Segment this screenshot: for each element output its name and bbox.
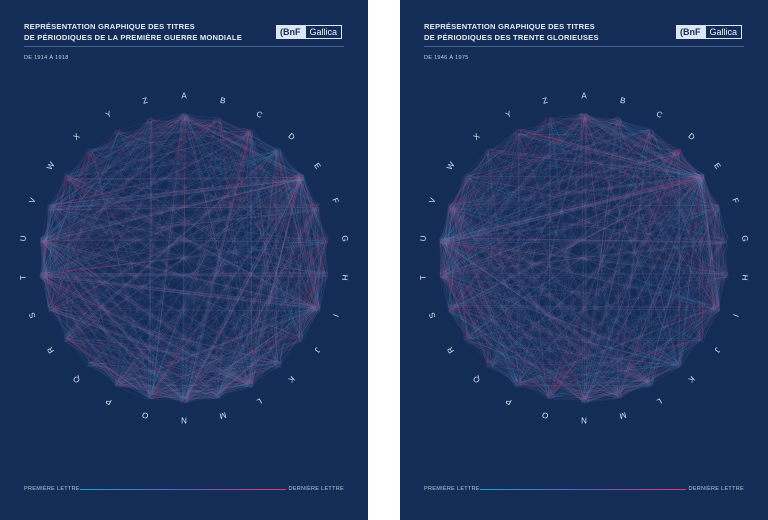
letter-label: W bbox=[445, 160, 457, 172]
letter-label: N bbox=[181, 416, 187, 425]
letter-label: S bbox=[427, 311, 437, 319]
letter-label: F bbox=[330, 197, 340, 205]
letter-label: E bbox=[712, 161, 722, 171]
transition-lines bbox=[439, 112, 729, 404]
letter-label: X bbox=[472, 131, 482, 142]
letter-label: H bbox=[740, 274, 750, 281]
letter-label: A bbox=[181, 92, 187, 101]
letter-label: J bbox=[312, 346, 322, 354]
letter-label: A bbox=[581, 92, 587, 101]
letter-label: P bbox=[104, 396, 113, 406]
letter-label: B bbox=[619, 96, 626, 106]
letter-label: L bbox=[255, 396, 264, 406]
letter-label: M bbox=[618, 410, 627, 420]
legend-first-letter: PREMIÈRE LETTRE bbox=[424, 486, 480, 492]
letter-label: O bbox=[541, 410, 549, 420]
letter-label: Y bbox=[504, 109, 513, 120]
gallica-logo: Gallica bbox=[304, 25, 343, 39]
poster-ww1: REPRÉSENTATION GRAPHIQUE DES TITRES DE P… bbox=[0, 0, 368, 520]
letter-label: C bbox=[255, 109, 264, 120]
poster-title: REPRÉSENTATION GRAPHIQUE DES TITRES DE P… bbox=[24, 22, 254, 43]
letter-label: U bbox=[418, 235, 428, 242]
letter-label: R bbox=[45, 345, 56, 355]
letter-label: V bbox=[427, 196, 438, 205]
letter-label: K bbox=[686, 374, 696, 385]
letter-label: S bbox=[27, 311, 37, 319]
bnf-gallica-logo: (BnF Gallica bbox=[676, 25, 743, 39]
letter-ring: A B C D E F G H I J K L M N O P Q R S T U V W X Y Z bbox=[418, 92, 749, 425]
letter-label: Q bbox=[471, 374, 482, 385]
letter-label: W bbox=[45, 160, 57, 172]
gallica-logo: Gallica bbox=[704, 25, 743, 39]
letter-label: Z bbox=[142, 96, 149, 106]
letter-label: D bbox=[686, 131, 696, 142]
letter-label: I bbox=[331, 313, 340, 318]
letter-label: G bbox=[740, 235, 750, 242]
poster-title: REPRÉSENTATION GRAPHIQUE DES TITRES DE P… bbox=[424, 22, 654, 43]
letter-label: K bbox=[286, 374, 296, 385]
bnf-gallica-logo: (BnF Gallica bbox=[276, 25, 343, 39]
bnf-logo: (BnF bbox=[676, 25, 705, 39]
letter-label: M bbox=[218, 410, 227, 420]
letter-label: V bbox=[27, 196, 38, 205]
letter-label: Y bbox=[104, 109, 113, 120]
legend-gradient-line bbox=[480, 488, 686, 490]
letter-label: T bbox=[418, 274, 428, 280]
letter-label: P bbox=[504, 396, 513, 406]
letter-label: X bbox=[72, 131, 82, 142]
color-legend: PREMIÈRE LETTRE DERNIÈRE LETTRE bbox=[424, 484, 744, 494]
legend-last-letter: DERNIÈRE LETTRE bbox=[288, 486, 344, 492]
letter-label: G bbox=[340, 235, 350, 242]
letter-label: C bbox=[655, 109, 664, 120]
legend-last-letter: DERNIÈRE LETTRE bbox=[688, 486, 744, 492]
letter-ring: A B C D E F G H I J K L M N O P Q R S T U V W X Y Z bbox=[18, 92, 349, 425]
title-line-1: REPRÉSENTATION GRAPHIQUE DES TITRES bbox=[424, 22, 595, 31]
letter-label: B bbox=[219, 96, 226, 106]
transition-lines bbox=[39, 112, 329, 404]
letter-label: Z bbox=[542, 96, 549, 106]
letter-label: O bbox=[141, 410, 149, 420]
letter-label: U bbox=[18, 235, 28, 242]
bnf-logo: (BnF bbox=[276, 25, 305, 39]
letter-label: H bbox=[340, 274, 350, 281]
poster-trente-glorieuses: REPRÉSENTATION GRAPHIQUE DES TITRES DE P… bbox=[400, 0, 768, 520]
legend-gradient-line bbox=[80, 488, 286, 490]
color-legend: PREMIÈRE LETTRE DERNIÈRE LETTRE bbox=[24, 484, 344, 494]
letter-transition-chart: A B C D E F G H I J K L M N O P Q R S T U V W X Y Z bbox=[418, 92, 749, 425]
date-range: DE 1946 À 1975 bbox=[424, 55, 469, 61]
letter-label: I bbox=[731, 313, 740, 318]
letter-label: D bbox=[286, 131, 296, 142]
letter-label: Q bbox=[71, 374, 82, 385]
letter-label: N bbox=[581, 416, 587, 425]
title-line-2: DE PÉRIODIQUES DES TRENTE GLORIEUSES bbox=[424, 32, 599, 42]
letter-label: F bbox=[730, 197, 740, 205]
letter-label: E bbox=[312, 161, 322, 171]
date-range: DE 1914 À 1918 bbox=[24, 55, 69, 61]
title-line-2: DE PÉRIODIQUES DE LA PREMIÈRE GUERRE MON… bbox=[24, 32, 242, 42]
legend-first-letter: PREMIÈRE LETTRE bbox=[24, 486, 80, 492]
letter-label: T bbox=[18, 274, 28, 280]
letter-label: L bbox=[655, 396, 664, 406]
letter-transition-chart: A B C D E F G H I J K L M N O P Q R S T U V W X Y Z bbox=[18, 92, 349, 425]
letter-label: R bbox=[445, 345, 456, 355]
header-divider bbox=[24, 46, 344, 47]
title-line-1: REPRÉSENTATION GRAPHIQUE DES TITRES bbox=[24, 22, 195, 31]
letter-label: J bbox=[712, 346, 722, 354]
header-divider bbox=[424, 46, 744, 47]
